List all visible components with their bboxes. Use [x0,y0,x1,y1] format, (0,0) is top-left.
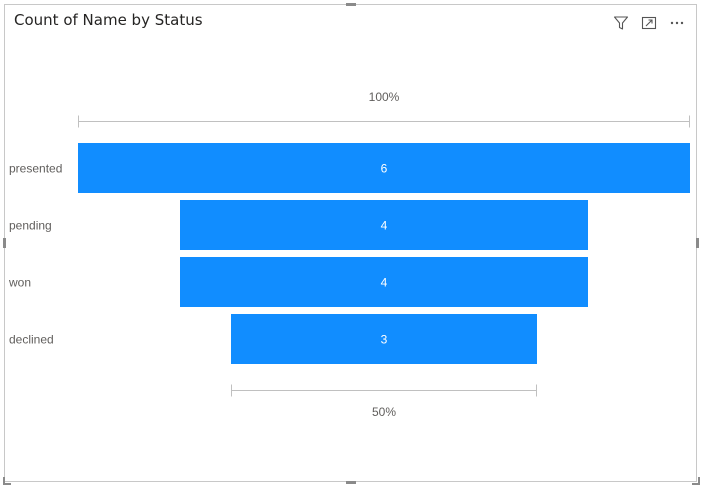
funnel-bar[interactable] [180,200,588,250]
visual-header-icons [612,14,686,32]
bottom-percent-bracket [231,384,537,397]
resize-handle-top[interactable] [346,3,356,6]
funnel-category-label: presented [9,162,62,176]
funnel-bar[interactable] [180,257,588,307]
filter-icon[interactable] [612,14,630,32]
funnel-bar-value-label: 3 [381,333,388,347]
chart-title: Count of Name by Status [14,11,203,29]
bottom-percent-label: 50% [372,405,396,419]
funnel-category-label: declined [9,333,54,347]
funnel-bar-value-label: 4 [381,219,388,233]
funnel-bar[interactable] [231,314,537,364]
top-percent-label: 100% [369,90,400,104]
focus-mode-icon[interactable] [640,14,658,32]
top-percent-bracket [78,115,690,128]
funnel-category-label: pending [9,219,52,233]
resize-handle-right[interactable] [696,238,699,248]
funnel-category-label: won [8,276,31,290]
more-options-icon[interactable] [668,14,686,32]
resize-handle-bottom-right[interactable] [692,477,700,485]
resize-handle-left[interactable] [3,238,6,248]
funnel-bar-value-label: 6 [381,162,388,176]
resize-handle-bottom-left[interactable] [3,477,11,485]
funnel-bar-value-label: 4 [381,276,388,290]
funnel-bar[interactable] [78,143,690,193]
resize-handle-bottom[interactable] [346,481,356,484]
